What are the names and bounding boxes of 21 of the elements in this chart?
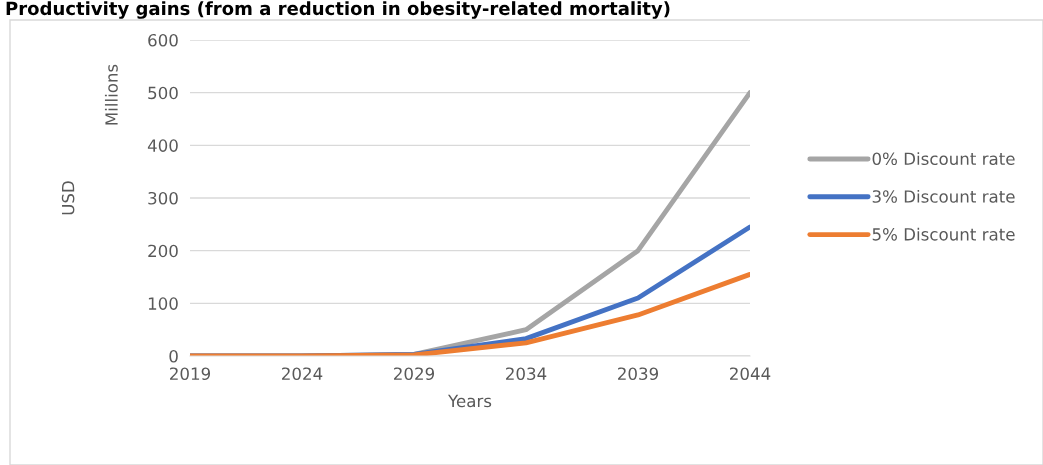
legend-label: 3% Discount rate [872,189,1015,203]
y-tick-label: 0 [169,349,178,363]
y-tick-label: 400 [147,139,178,152]
x-tick-label: 2024 [282,367,323,381]
chart-title: Productivity gains (from a reduction in obesity-related mortality) [6,1,670,19]
x-tick-label: 2029 [394,367,435,381]
line-series [190,271,750,356]
x-tick-label: 2019 [170,367,211,381]
legend-label: 0% Discount rate [872,152,1015,166]
text: Millions [104,64,118,125]
x-tick-label: 2044 [730,367,771,381]
y-tick-label: 200 [148,244,178,258]
x-axis-title: Years [447,394,492,408]
x-tick-label: 2034 [506,367,547,381]
y-tick-label: 500 [148,86,178,100]
y-tick-label: 100 [148,297,178,310]
x-tick-label: 2039 [618,367,659,381]
y-tick-label: 300 [148,191,178,205]
y-tick-label: 600 [148,33,178,47]
y-axis-title: USD [61,181,75,215]
legend-label: 5% Discount rate [872,227,1015,241]
